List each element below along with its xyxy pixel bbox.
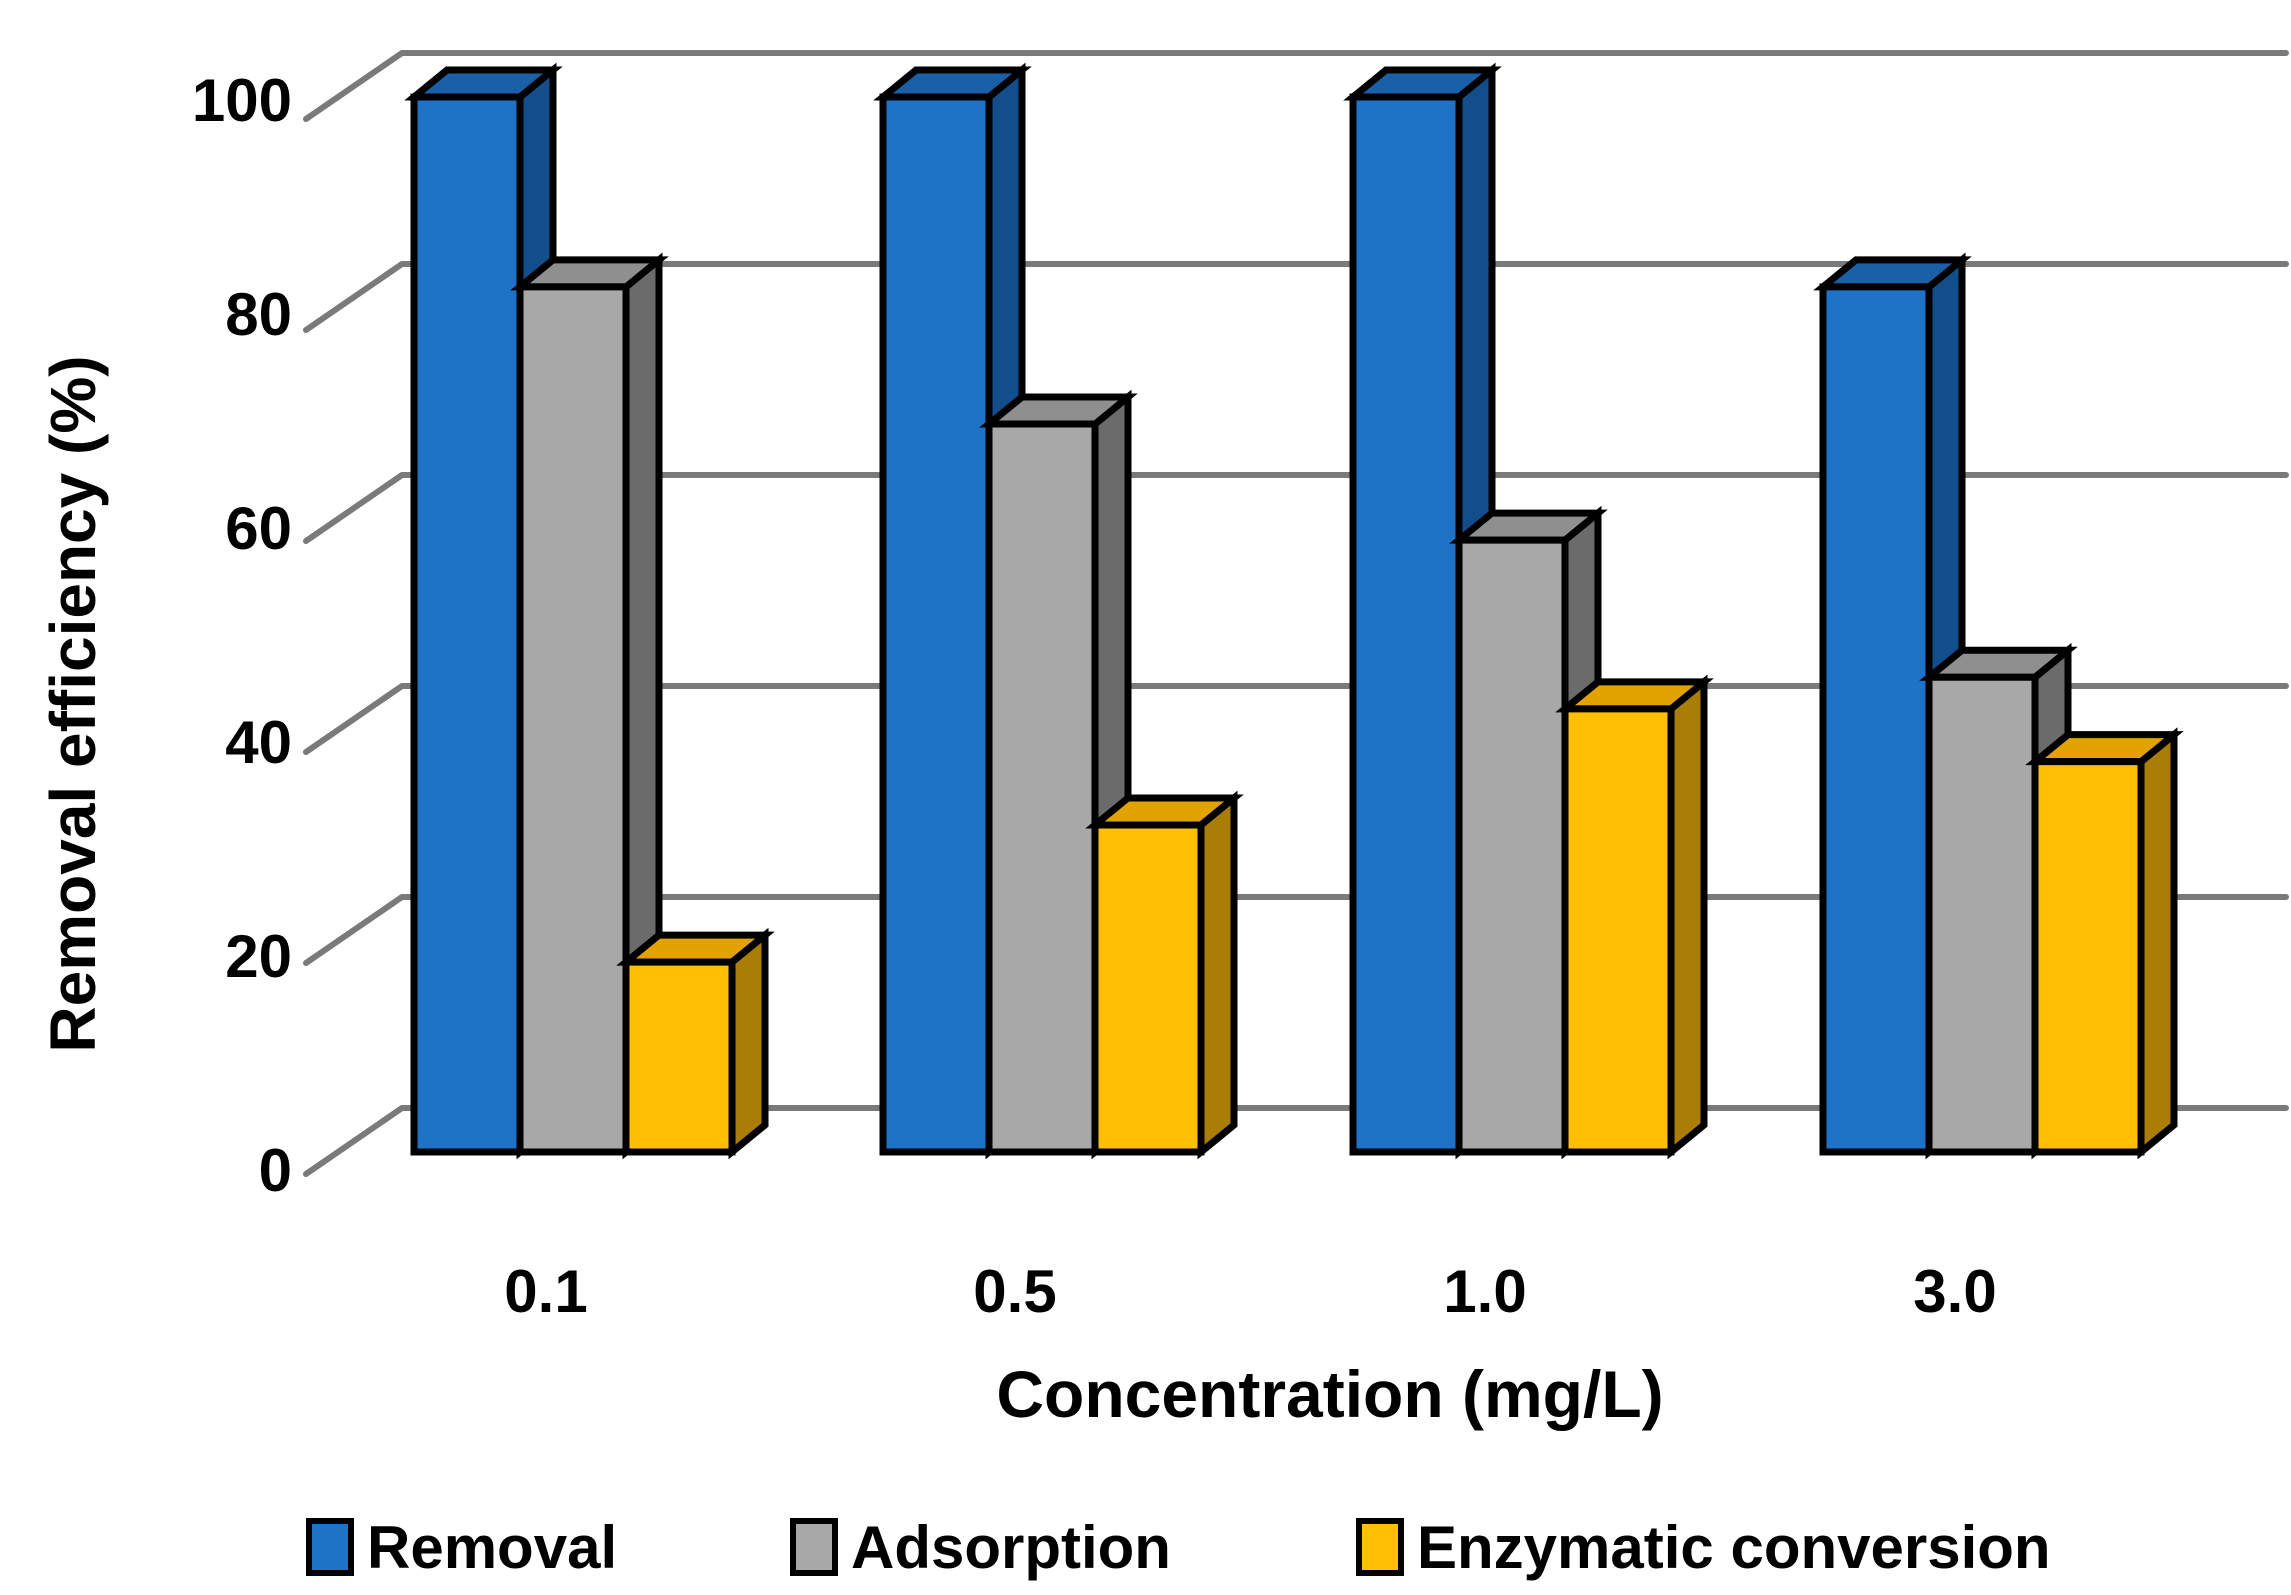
gridline-80 <box>303 261 2289 333</box>
legend-label: Enzymatic conversion <box>1417 1513 2051 1581</box>
bar-enzymatic-conversion-3.0 <box>2025 727 2184 1160</box>
y-tick-label: 40 <box>225 709 292 776</box>
x-tick-label: 0.1 <box>504 1258 587 1325</box>
bar-front-face <box>1349 93 1463 1156</box>
y-tick-label: 0 <box>259 1137 292 1204</box>
bar-front-face <box>516 283 630 1156</box>
legend-item-enzymatic-conversion: Enzymatic conversion <box>1356 1512 2051 1582</box>
x-tick-label: 3.0 <box>1913 1258 1996 1325</box>
bar-adsorption-0.1 <box>510 252 669 1160</box>
legend-item-removal: Removal <box>306 1512 617 1582</box>
bar-side-face <box>2137 727 2178 1160</box>
x-tick-label: 0.5 <box>973 1258 1056 1325</box>
bar-front-face <box>879 93 993 1156</box>
bar-front-face <box>985 420 1099 1156</box>
legend-swatch-icon <box>790 1518 838 1576</box>
bar-front-face <box>1561 705 1675 1156</box>
bar-enzymatic-conversion-0.5 <box>1085 790 1244 1160</box>
bar-front-face <box>1091 821 1205 1156</box>
y-axis-title: Removal efficiency (%) <box>37 355 109 1053</box>
bar-front-face <box>1819 283 1933 1156</box>
bar-front-face <box>1925 673 2039 1156</box>
bar-enzymatic-conversion-0.1 <box>616 927 775 1160</box>
bar-side-face <box>1667 674 1708 1160</box>
bar-side-face <box>1197 790 1238 1160</box>
bar-front-face <box>410 93 524 1156</box>
bar-front-face <box>2031 758 2145 1156</box>
y-tick-label: 60 <box>225 495 292 562</box>
y-tick-label: 20 <box>225 923 292 990</box>
bar-side-face <box>728 927 769 1160</box>
gridline-60 <box>303 472 2289 544</box>
x-tick-label: 1.0 <box>1443 1258 1526 1325</box>
y-tick-label: 100 <box>192 67 292 134</box>
gridline-100 <box>303 50 2289 122</box>
bar-enzymatic-conversion-1.0 <box>1555 674 1714 1160</box>
y-tick-label: 80 <box>225 281 292 348</box>
legend-label: Adsorption <box>851 1513 1171 1581</box>
legend-swatch-icon <box>1356 1518 1404 1576</box>
legend-label: Removal <box>367 1513 618 1581</box>
x-axis-title: Concentration (mg/L) <box>996 1357 1664 1431</box>
legend: Removal Adsorption Enzymatic conversion <box>0 1512 2291 1582</box>
bar-front-face <box>622 958 736 1156</box>
bar-front-face <box>1455 536 1569 1156</box>
legend-item-adsorption: Adsorption <box>790 1512 1171 1582</box>
legend-swatch-icon <box>306 1518 354 1576</box>
